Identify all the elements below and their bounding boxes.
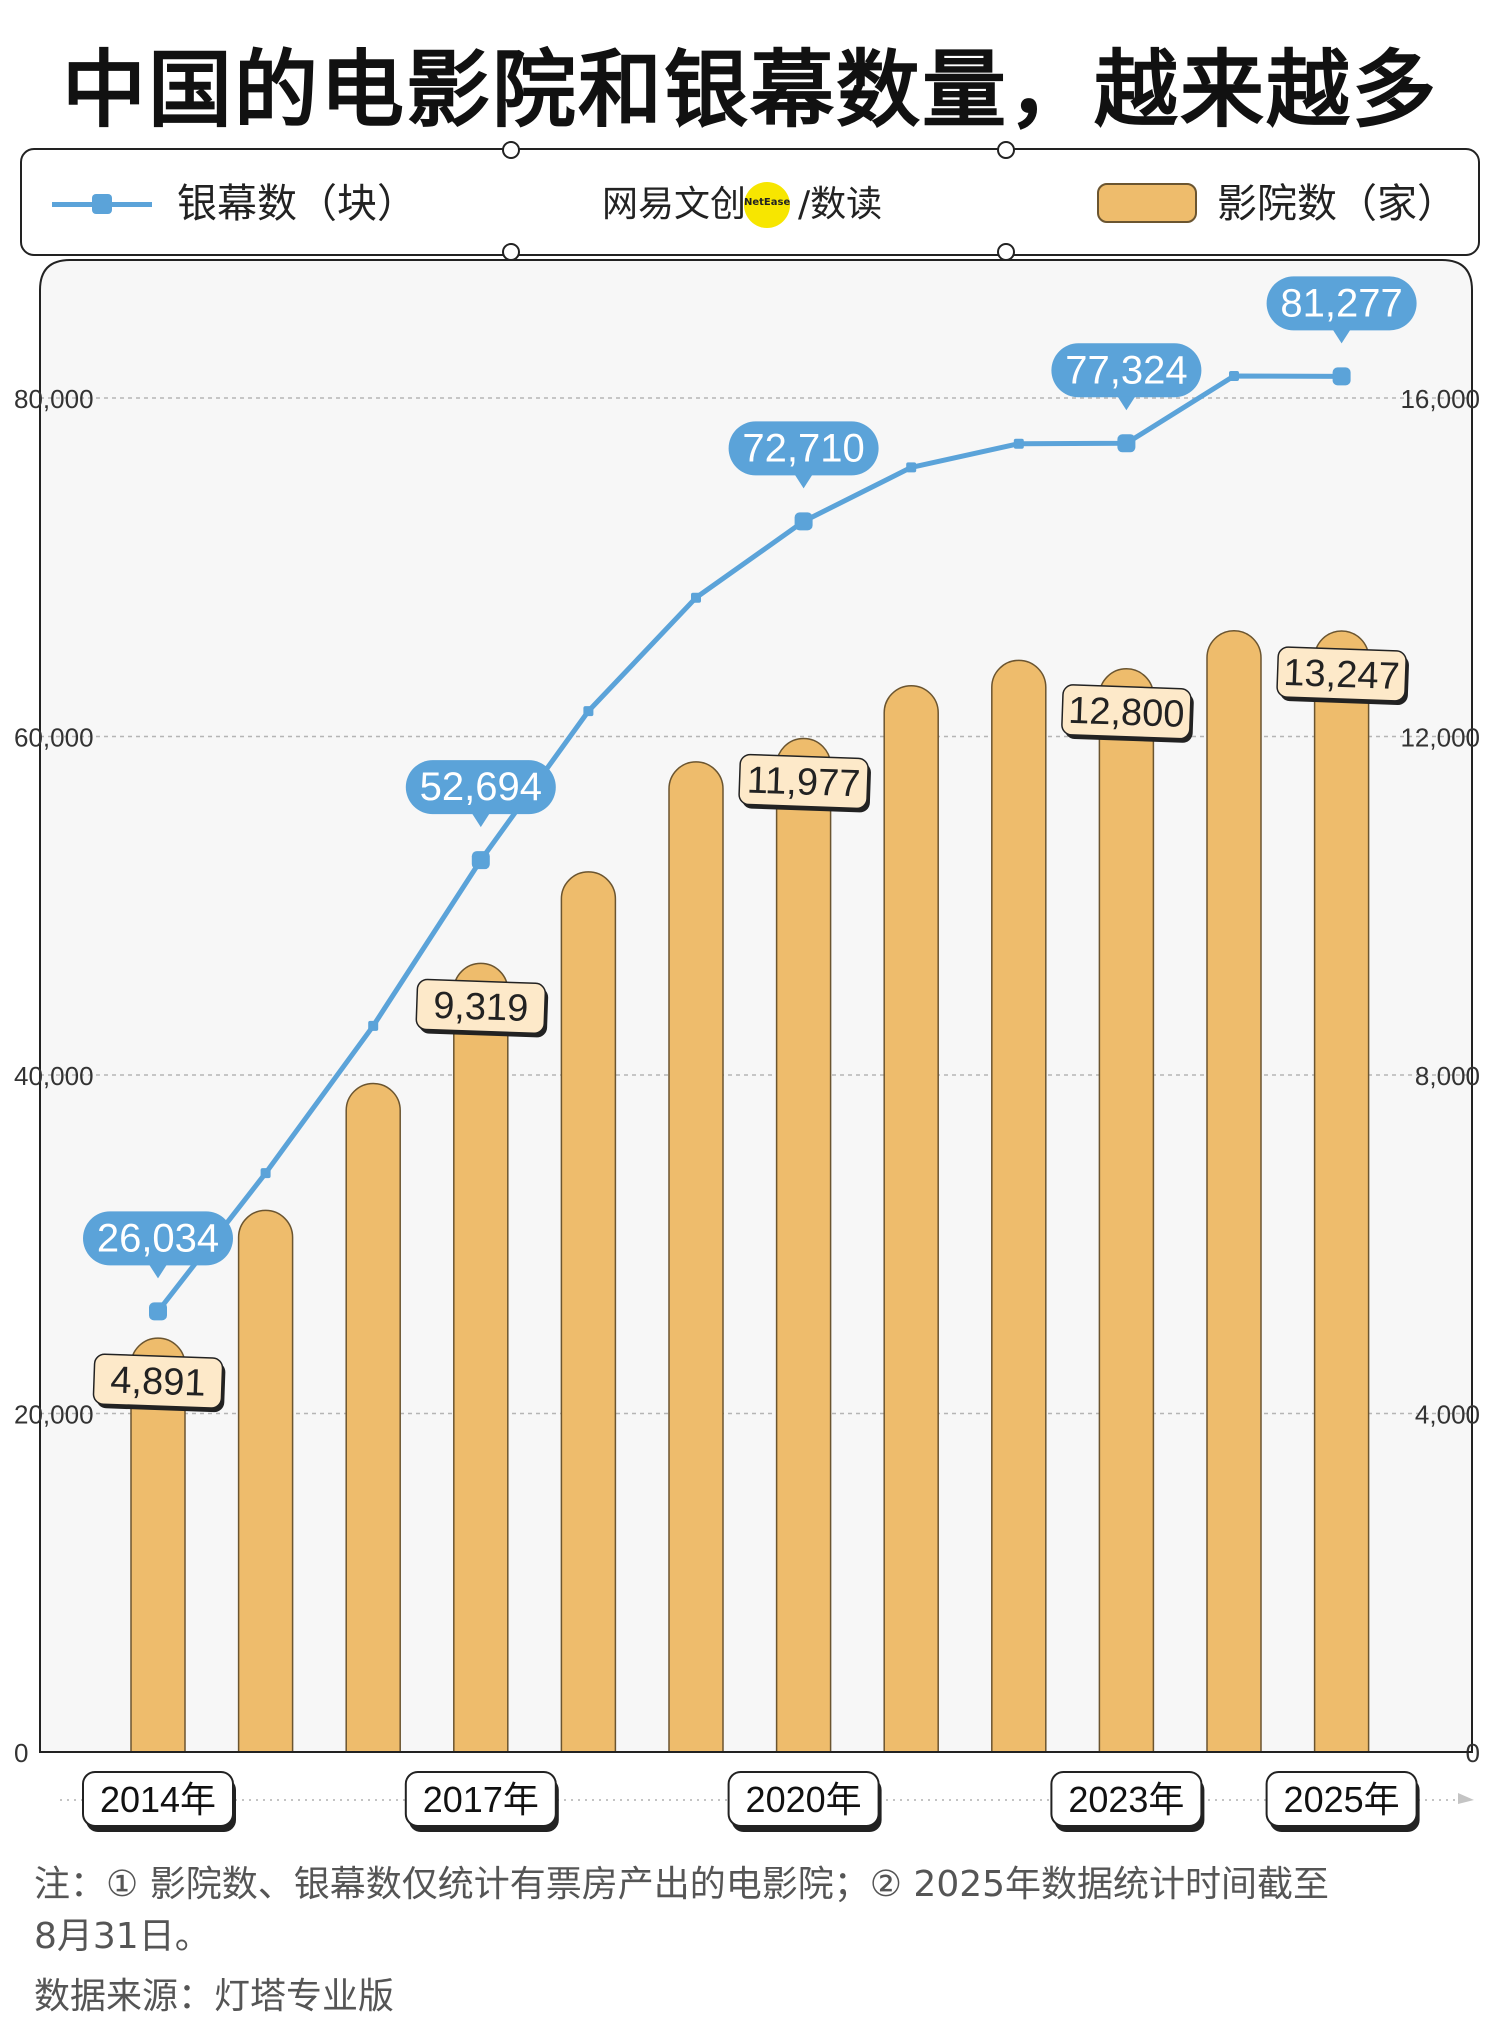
x-tick-label: 2025年 [1284,1779,1400,1820]
screens-point [583,706,594,717]
bar [560,871,617,1753]
screens-point [260,1168,271,1179]
bar [775,737,832,1753]
legend: 银幕数（块） 网易文创 NetEase /数读 影院数（家） [20,141,1480,261]
screens-point [906,462,917,473]
x-tick-label: 2020年 [746,1779,862,1820]
cinemas-value-label: 9,319 [433,985,530,1030]
screens-callout-pointer [471,813,490,828]
y-right-tick-label: 0 [1466,1738,1480,1768]
x-tick-label: 2023年 [1068,1779,1184,1820]
cinemas-value-label: 13,247 [1283,652,1401,698]
cinemas-label-box [1061,684,1192,740]
bar [883,684,939,1753]
cinemas-value-label: 12,800 [1068,690,1186,736]
screens-value-label: 81,277 [1280,281,1402,325]
footnote-line1: 注：① 影院数、银幕数仅统计有票房产出的电影院；② 2025年数据统计时间截至 [34,1864,1330,1905]
screens-point [368,1020,379,1031]
screens-value-label: 72,710 [742,426,864,470]
bar [1206,629,1262,1753]
y-right-tick-label: 16,000 [1400,384,1480,414]
chart-area: 0 0 20,000 4,000 40,000 8,000 60,000 12,000 80,0… [14,259,1480,1832]
bar [1313,630,1370,1753]
source-note: 数据来源：灯塔专业版 [34,1976,395,2017]
legend-point-marker [92,194,112,214]
x-tick-box [82,1771,234,1827]
screens-point [1117,434,1136,453]
footnote-line2: 8月31日。 [34,1916,211,1957]
chart-title: 中国的电影院和银幕数量，越来越多 [61,41,1438,139]
screens-callout [1051,343,1202,398]
screens-callout-pointer [794,474,813,489]
screens-point [149,1302,167,1321]
legend-notch [502,141,520,159]
screens-point [794,512,813,531]
y-left-tick-label: 40,000 [14,1061,94,1091]
legend-cinemas-label: 影院数（家） [1217,181,1457,227]
screens-point [1013,438,1024,449]
y-right-tick-label: 4,000 [1415,1400,1480,1430]
y-left-tick-label: 20,000 [14,1400,94,1430]
screens-callout-pointer [1117,396,1136,411]
bar [345,1082,401,1753]
cinemas-label-box [1276,646,1407,702]
screens-point [471,851,490,870]
y-right-tick-label: 8,000 [1415,1061,1480,1091]
cinemas-value-label: 11,977 [746,759,861,805]
screens-point [1229,370,1239,381]
legend-screens-label: 银幕数（块） [177,181,417,227]
cinemas-label-box [738,753,869,810]
brand-badge-text: NetEase [744,197,791,208]
y-right-tick-label: 12,000 [1400,723,1480,753]
screens-callout-pointer [149,1264,167,1279]
cinemas-value-tag: 9,319 [415,978,549,1038]
cinemas-label-box [92,1353,224,1409]
x-tick-box [1265,1771,1418,1827]
bar [1098,668,1155,1753]
cinemas-value-label: 4,891 [110,1359,207,1404]
screens-point [691,592,701,603]
x-tick-label: 2014年 [100,1779,216,1820]
screens-value-label: 26,034 [97,1216,219,1260]
cinemas-value-tag: 11,977 [738,753,871,813]
screens-callout [728,421,879,476]
screens-callout-pointer [1332,329,1351,344]
y-left-tick-label: 80,000 [14,384,94,414]
brand-sub: /数读 [798,184,883,225]
y-left-tick-label: 60,000 [14,723,94,753]
screens-line [156,373,1342,1313]
cinemas-value-tag: 13,247 [1276,646,1409,705]
cinemas-value-tag: 4,891 [92,1353,226,1413]
x-tick-box [404,1771,557,1827]
screens-point [1332,367,1351,386]
bar [668,761,724,1753]
x-tick-box [1050,1771,1203,1827]
screens-value-label: 77,324 [1065,348,1187,392]
x-axis-arrow-icon [1458,1793,1474,1804]
screens-callout [1266,276,1417,331]
x-tick-label: 2017年 [423,1779,539,1820]
cinemas-label-box [415,978,547,1035]
screens-callout [83,1211,233,1266]
bar [237,1209,294,1753]
y-left-tick-label: 0 [14,1738,28,1768]
screens-callout [405,760,556,815]
bar [991,659,1047,1753]
cinemas-value-tag: 12,800 [1061,684,1194,743]
bar [453,962,509,1753]
legend-notch [997,141,1015,159]
x-tick-box [727,1771,880,1827]
brand-badge-icon [744,182,790,228]
brand-name: 网易文创 [602,184,747,225]
legend-bar-swatch [1097,183,1197,223]
screens-value-label: 52,694 [420,765,542,809]
